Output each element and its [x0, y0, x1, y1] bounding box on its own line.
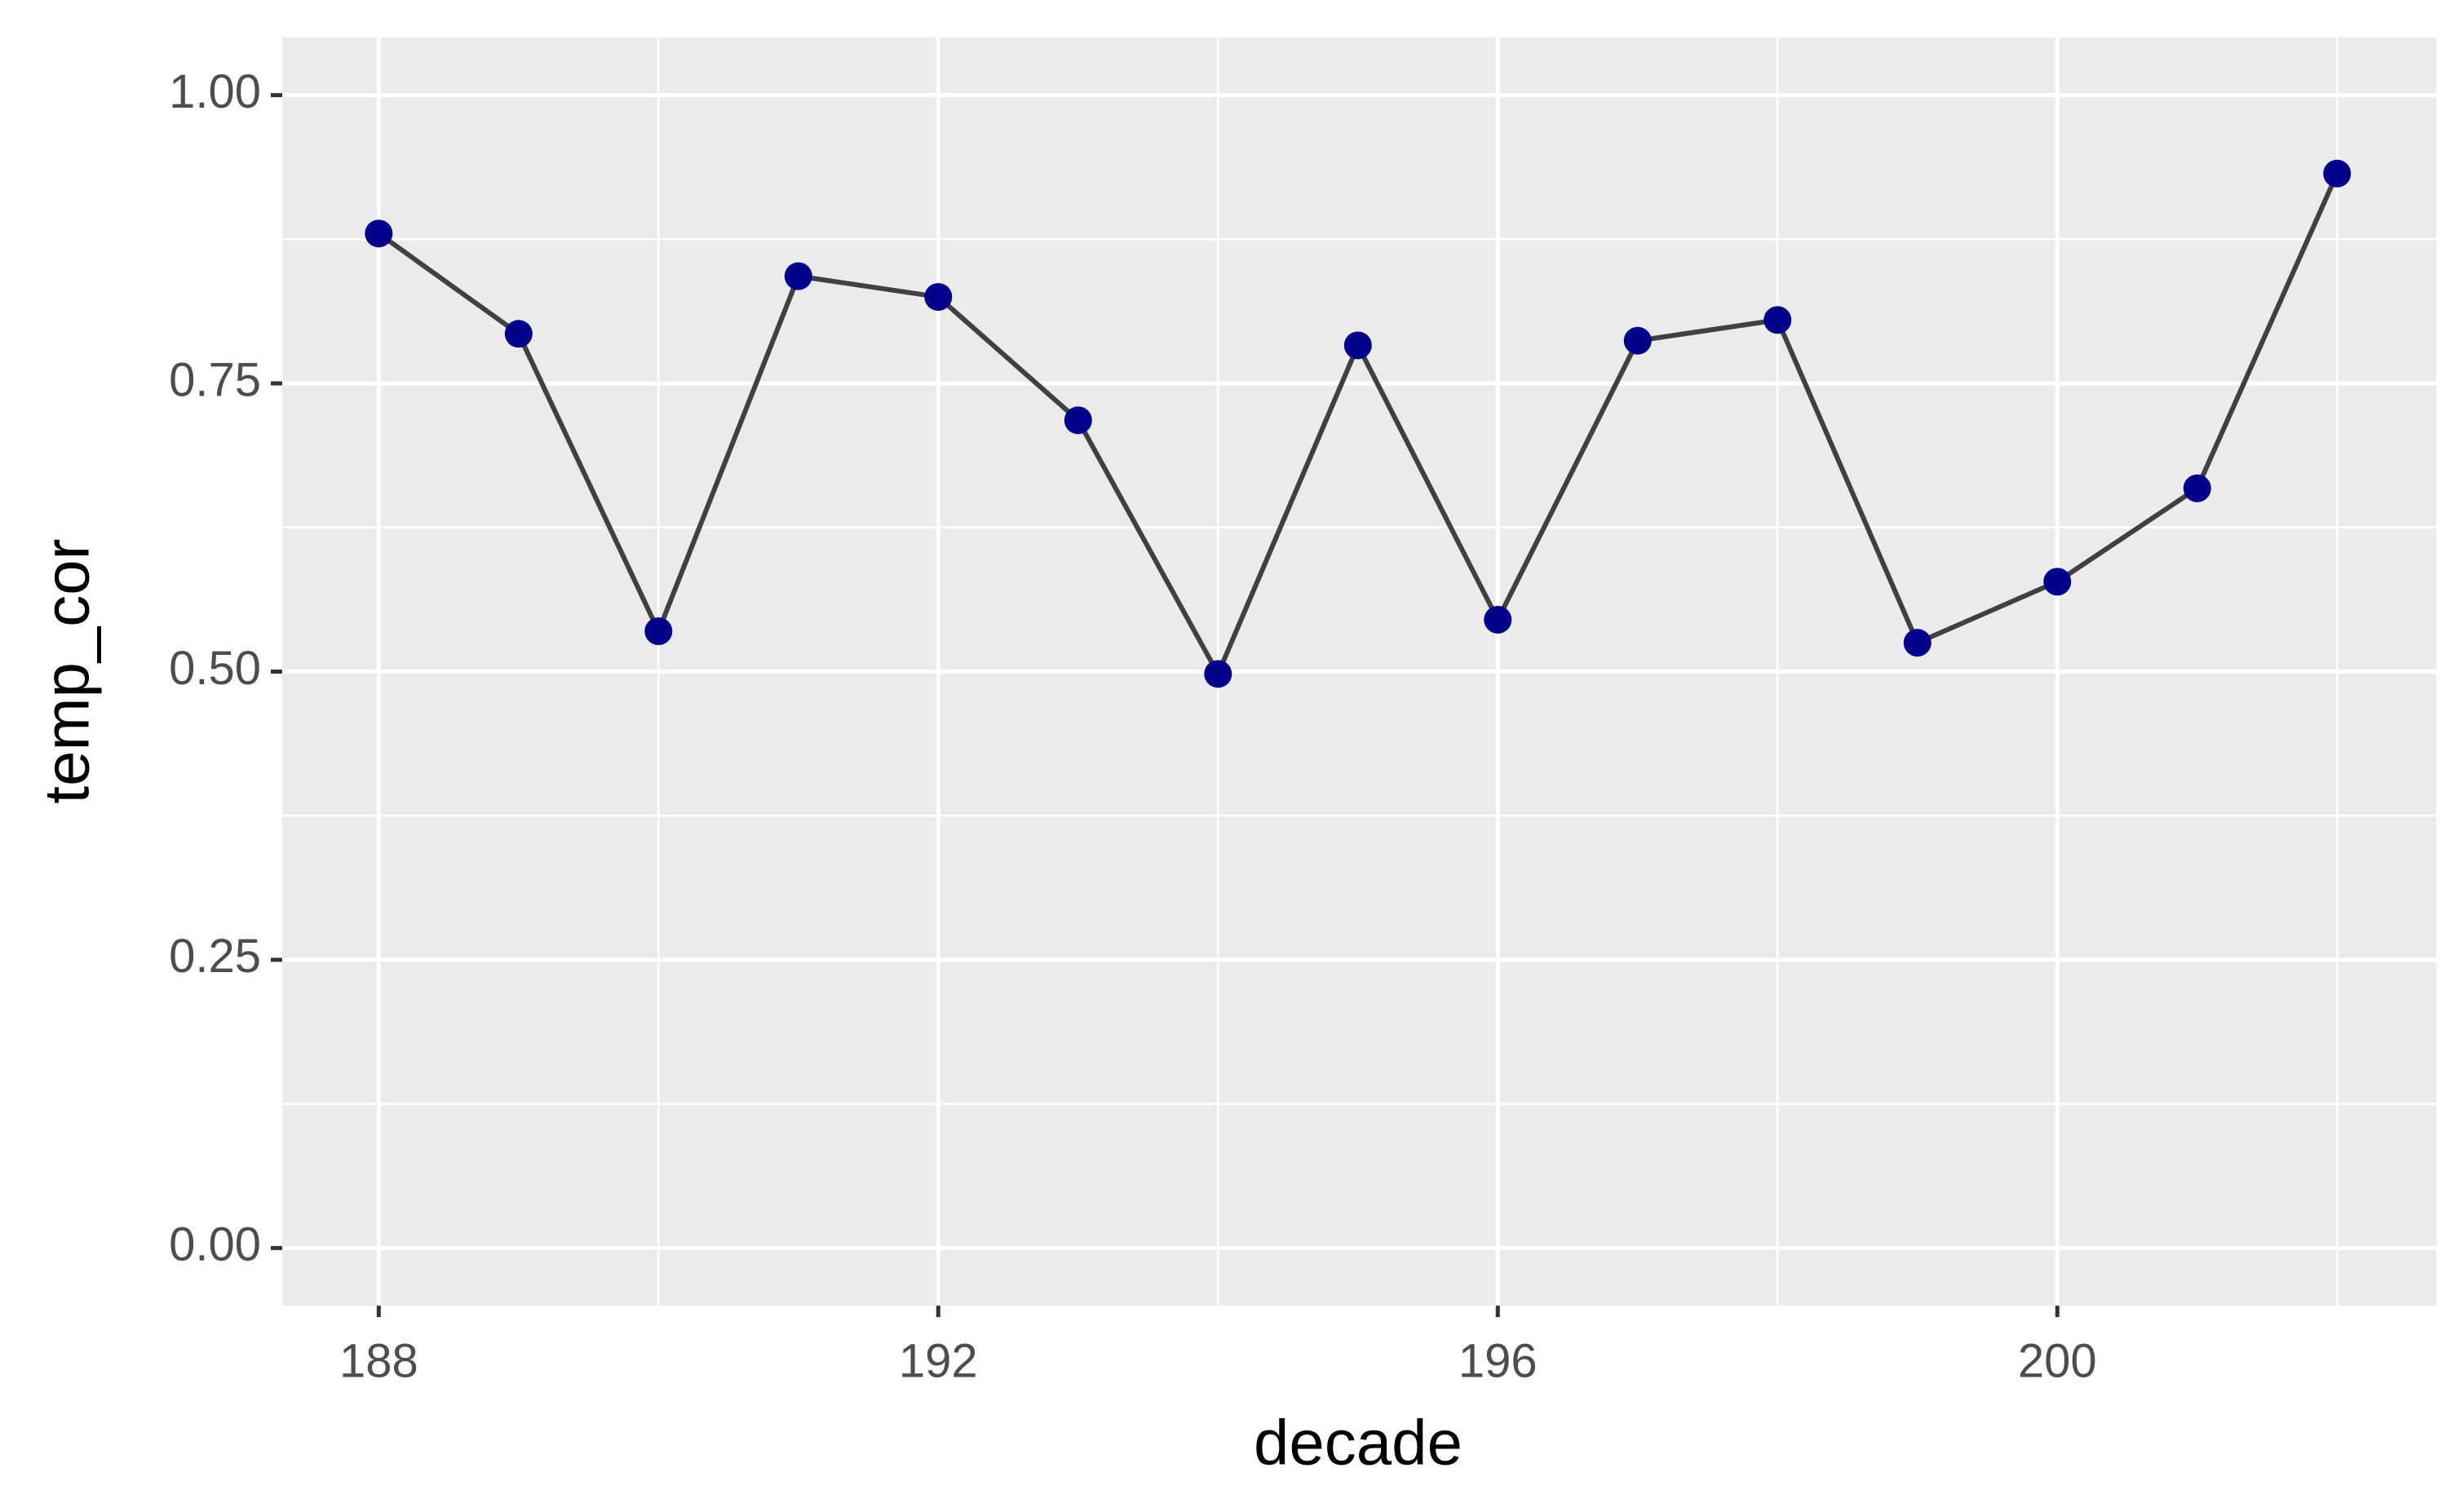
y-tick-label: 0.75 [169, 353, 261, 406]
point [784, 262, 812, 290]
point [2183, 474, 2211, 502]
point [1623, 326, 1652, 355]
y-tick-label: 0.00 [169, 1218, 261, 1271]
y-tick-label: 1.00 [169, 65, 261, 118]
point [1343, 331, 1372, 360]
point [644, 617, 673, 646]
y-axis-title: temp_cor [31, 538, 103, 803]
point [1763, 306, 1792, 334]
point [2043, 568, 2072, 596]
x-tick-label: 200 [2018, 1334, 2097, 1387]
x-tick-label: 192 [899, 1334, 978, 1387]
x-tick-label: 196 [1458, 1334, 1538, 1387]
point [504, 320, 533, 348]
point [2323, 159, 2352, 188]
y-tick-label: 0.25 [169, 930, 261, 983]
x-tick-label: 188 [339, 1334, 418, 1387]
x-axis-title: decade [1254, 1407, 1462, 1479]
point [1064, 406, 1092, 435]
point [1484, 605, 1512, 634]
point [365, 219, 393, 248]
y-tick-label: 0.50 [169, 642, 261, 695]
point [1903, 629, 1931, 657]
point [924, 283, 953, 312]
point [1204, 660, 1232, 688]
